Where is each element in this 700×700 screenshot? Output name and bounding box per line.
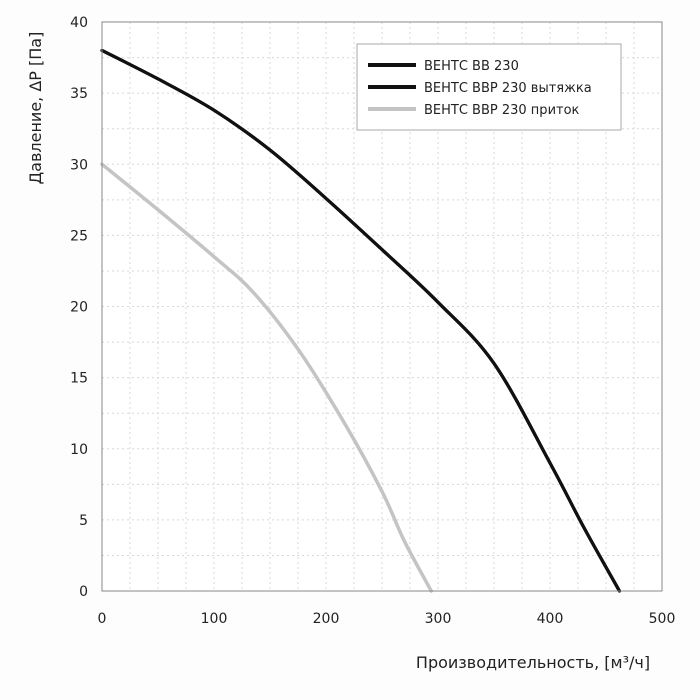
x-tick-label: 0 bbox=[98, 611, 107, 627]
x-tick-label: 100 bbox=[201, 611, 228, 627]
y-tick-label: 15 bbox=[70, 371, 88, 387]
legend-label-1: ВЕНТС ВВ 230 bbox=[424, 59, 519, 74]
y-tick-label: 0 bbox=[79, 584, 88, 600]
y-axis-label: Давление, ΔP [Па] bbox=[26, 32, 45, 185]
legend-label-2: ВЕНТС ВВР 230 вытяжка bbox=[424, 81, 592, 96]
y-tick-label: 35 bbox=[70, 86, 88, 102]
series-line-2 bbox=[100, 48, 622, 593]
y-tick-label: 20 bbox=[70, 300, 88, 316]
y-tick-label: 25 bbox=[70, 228, 88, 244]
series-layer bbox=[100, 48, 622, 593]
x-axis-label: Производительность, [м³/ч] bbox=[416, 653, 650, 672]
series-line-3 bbox=[100, 162, 434, 593]
y-tick-label: 30 bbox=[70, 157, 88, 173]
x-tick-label: 300 bbox=[425, 611, 452, 627]
legend: ВЕНТС ВВ 230 ВЕНТС ВВР 230 вытяжка ВЕНТС В… bbox=[356, 43, 622, 131]
x-tick-label: 400 bbox=[537, 611, 564, 627]
x-tick-label: 500 bbox=[649, 611, 676, 627]
ticks: 0 100 200 300 400 500 0 5 10 15 20 25 30 35 40 bbox=[70, 15, 675, 627]
legend-label-3: ВЕНТС ВВР 230 приток bbox=[424, 103, 580, 118]
y-tick-label: 40 bbox=[70, 15, 88, 31]
x-tick-label: 200 bbox=[313, 611, 340, 627]
plot-frame bbox=[101, 21, 663, 592]
y-tick-label: 5 bbox=[79, 513, 88, 529]
y-tick-label: 10 bbox=[70, 442, 88, 458]
